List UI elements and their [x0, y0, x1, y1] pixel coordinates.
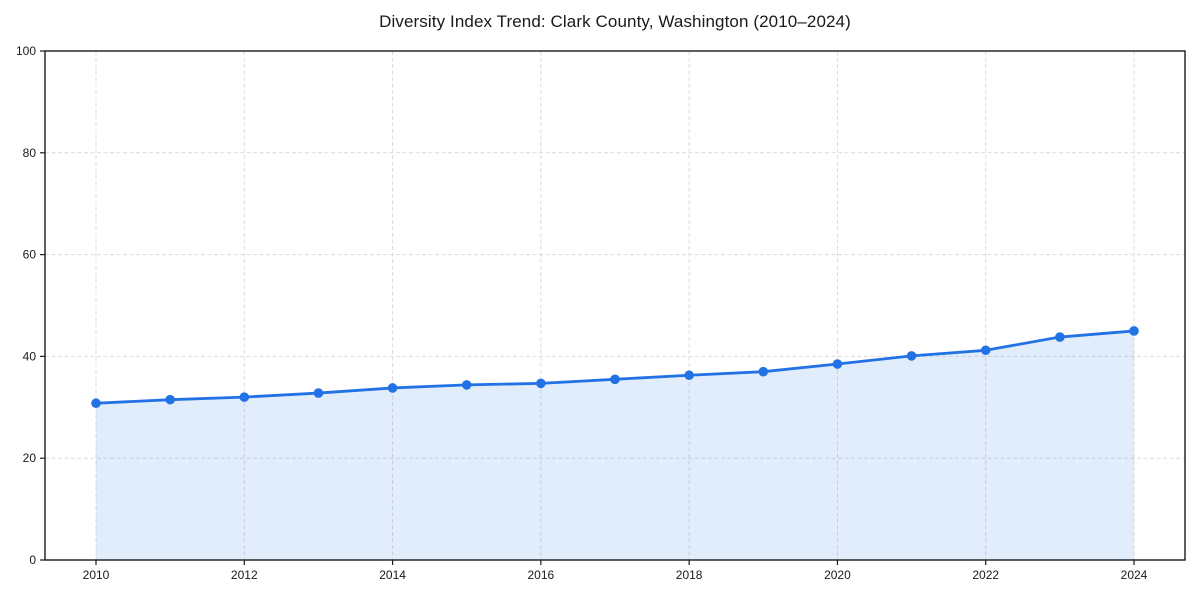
y-axis-tick-label: 80 [23, 146, 37, 160]
y-axis-tick-label: 100 [16, 44, 36, 58]
y-axis-tick-label: 20 [23, 451, 37, 465]
x-axis-tick-label: 2012 [231, 568, 258, 582]
x-axis-tick-label: 2020 [824, 568, 851, 582]
data-point [91, 398, 101, 409]
data-point [684, 370, 694, 381]
x-axis-tick-label: 2018 [676, 568, 703, 582]
data-point [461, 380, 472, 390]
y-axis-tick-label: 40 [23, 349, 37, 363]
data-point [313, 388, 324, 398]
axis-layer: 2010 2012 2014 2016 2018 2020 2022 2024 0 20 40 60 8… [16, 44, 1186, 582]
data-point [536, 378, 546, 389]
x-axis-tick-label: 2022 [972, 568, 999, 582]
area-fill [96, 330, 1134, 560]
data-point [906, 351, 917, 361]
data-point [758, 366, 769, 377]
y-axis-tick-label: 0 [29, 553, 36, 567]
data-point [239, 392, 250, 402]
data-point [980, 345, 991, 356]
x-axis-tick-label: 2010 [83, 568, 110, 582]
data-point [1055, 332, 1065, 342]
data-layer [91, 326, 1139, 560]
data-point [165, 394, 175, 405]
data-point [387, 383, 398, 393]
x-axis-tick-label: 2024 [1121, 568, 1148, 582]
data-point [1129, 326, 1139, 336]
x-axis-tick-label: 2016 [528, 568, 555, 582]
x-axis-tick-label: 2014 [379, 568, 406, 582]
y-axis-tick-label: 60 [23, 248, 37, 262]
chart-title: Diversity Index Trend: Clark County, Was… [379, 12, 851, 31]
data-point [610, 374, 620, 385]
plot-box [44, 50, 1186, 561]
data-point [832, 359, 843, 369]
